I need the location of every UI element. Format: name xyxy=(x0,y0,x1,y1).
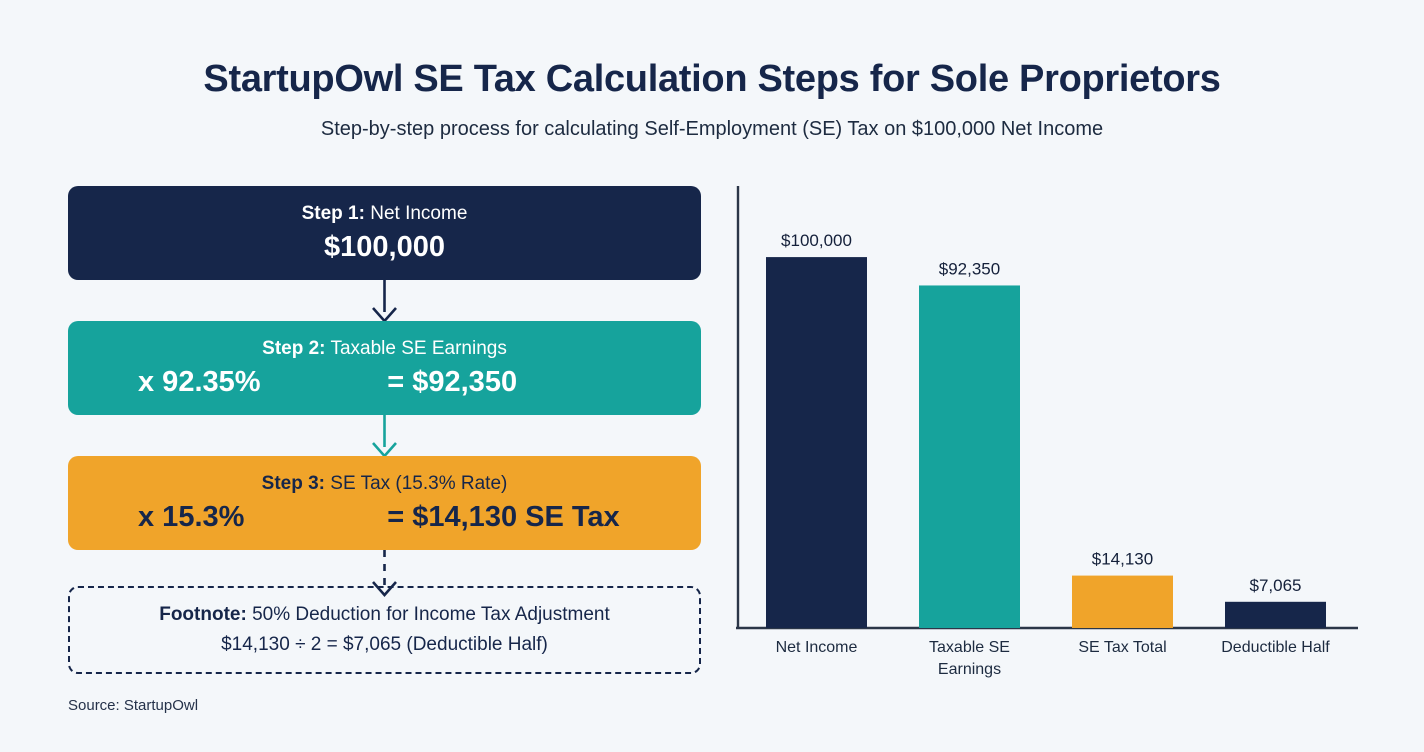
category-label-4: Deductible Half xyxy=(1221,639,1330,656)
bars-group xyxy=(766,257,1326,628)
step-1-value: $100,000 xyxy=(324,231,445,264)
bar-chart-panel: $100,000 $92,350 $14,130 $7,065 Net Income T… xyxy=(730,182,1370,682)
step-3-result: = $14,130 SE Tax xyxy=(387,501,620,534)
bar-2[interactable] xyxy=(919,285,1020,628)
page-subtitle: Step-by-step process for calculating Sel… xyxy=(320,118,1104,140)
footnote-label: Footnote: xyxy=(159,604,247,625)
step-2-calculation: x 92.35% = $92,350 xyxy=(68,366,701,399)
bar-4[interactable] xyxy=(1225,601,1326,628)
step-2-result: = $92,350 xyxy=(387,366,518,399)
bar-value-label-1: $100,000 xyxy=(781,231,852,250)
step-1-name: Net Income xyxy=(370,202,468,224)
step-2-multiplier: x 92.35% xyxy=(138,366,261,399)
step-3-box[interactable]: Step 3: SE Tax (15.3% Rate) x 15.3% = $1… xyxy=(68,456,701,550)
connector-step2-step3 xyxy=(372,415,397,456)
step-3-heading: Step 3: SE Tax (15.3% Rate) xyxy=(262,472,508,496)
footnote-line-2: $14,130 ÷ 2 = $7,065 (Deductible Half) xyxy=(221,634,548,655)
connector-step1-step2 xyxy=(372,280,397,321)
step-2-heading: Step 2: Taxable SE Earnings xyxy=(262,337,507,361)
page-title: StartupOwl SE Tax Calculation Steps for … xyxy=(203,58,1221,100)
step-1-heading: Step 1: Net Income xyxy=(302,202,468,226)
footnote-line-1: Footnote: 50% Deduction for Income Tax A… xyxy=(159,604,610,626)
step-2-name: Taxable SE Earnings xyxy=(330,337,507,359)
category-labels: Net Income Taxable SE Earnings SE Tax Total… xyxy=(776,639,1331,678)
bar-value-labels: $100,000 $92,350 $14,130 $7,065 xyxy=(781,231,1301,595)
step-2-label: Step 2: xyxy=(262,337,326,359)
step-1-label: Step 1: xyxy=(301,202,365,224)
step-3-name: SE Tax (15.3% Rate) xyxy=(330,472,508,494)
step-3-calculation: x 15.3% = $14,130 SE Tax xyxy=(68,501,701,534)
source-caption: Source: StartupOwl xyxy=(68,697,199,714)
category-label-3: SE Tax Total xyxy=(1078,639,1166,656)
bar-3[interactable] xyxy=(1072,575,1173,628)
bar-chart-svg: $100,000 $92,350 $14,130 $7,065 Net Income T… xyxy=(736,186,1358,678)
bar-value-label-2: $92,350 xyxy=(939,259,1000,278)
footnote-box: Footnote: 50% Deduction for Income Tax A… xyxy=(68,586,701,674)
step-3-label: Step 3: xyxy=(261,472,325,494)
category-label-2: Taxable SE Earnings xyxy=(929,639,1010,678)
bar-value-label-3: $14,130 xyxy=(1092,550,1153,569)
bar-1[interactable] xyxy=(766,257,867,628)
step-1-box[interactable]: Step 1: Net Income $100,000 xyxy=(68,186,701,280)
category-label-1: Net Income xyxy=(776,639,858,656)
bar-value-label-4: $7,065 xyxy=(1250,576,1302,595)
step-2-box[interactable]: Step 2: Taxable SE Earnings x 92.35% = $… xyxy=(68,321,701,415)
step-3-multiplier: x 15.3% xyxy=(138,501,245,534)
footnote-text: 50% Deduction for Income Tax Adjustment xyxy=(252,604,610,625)
